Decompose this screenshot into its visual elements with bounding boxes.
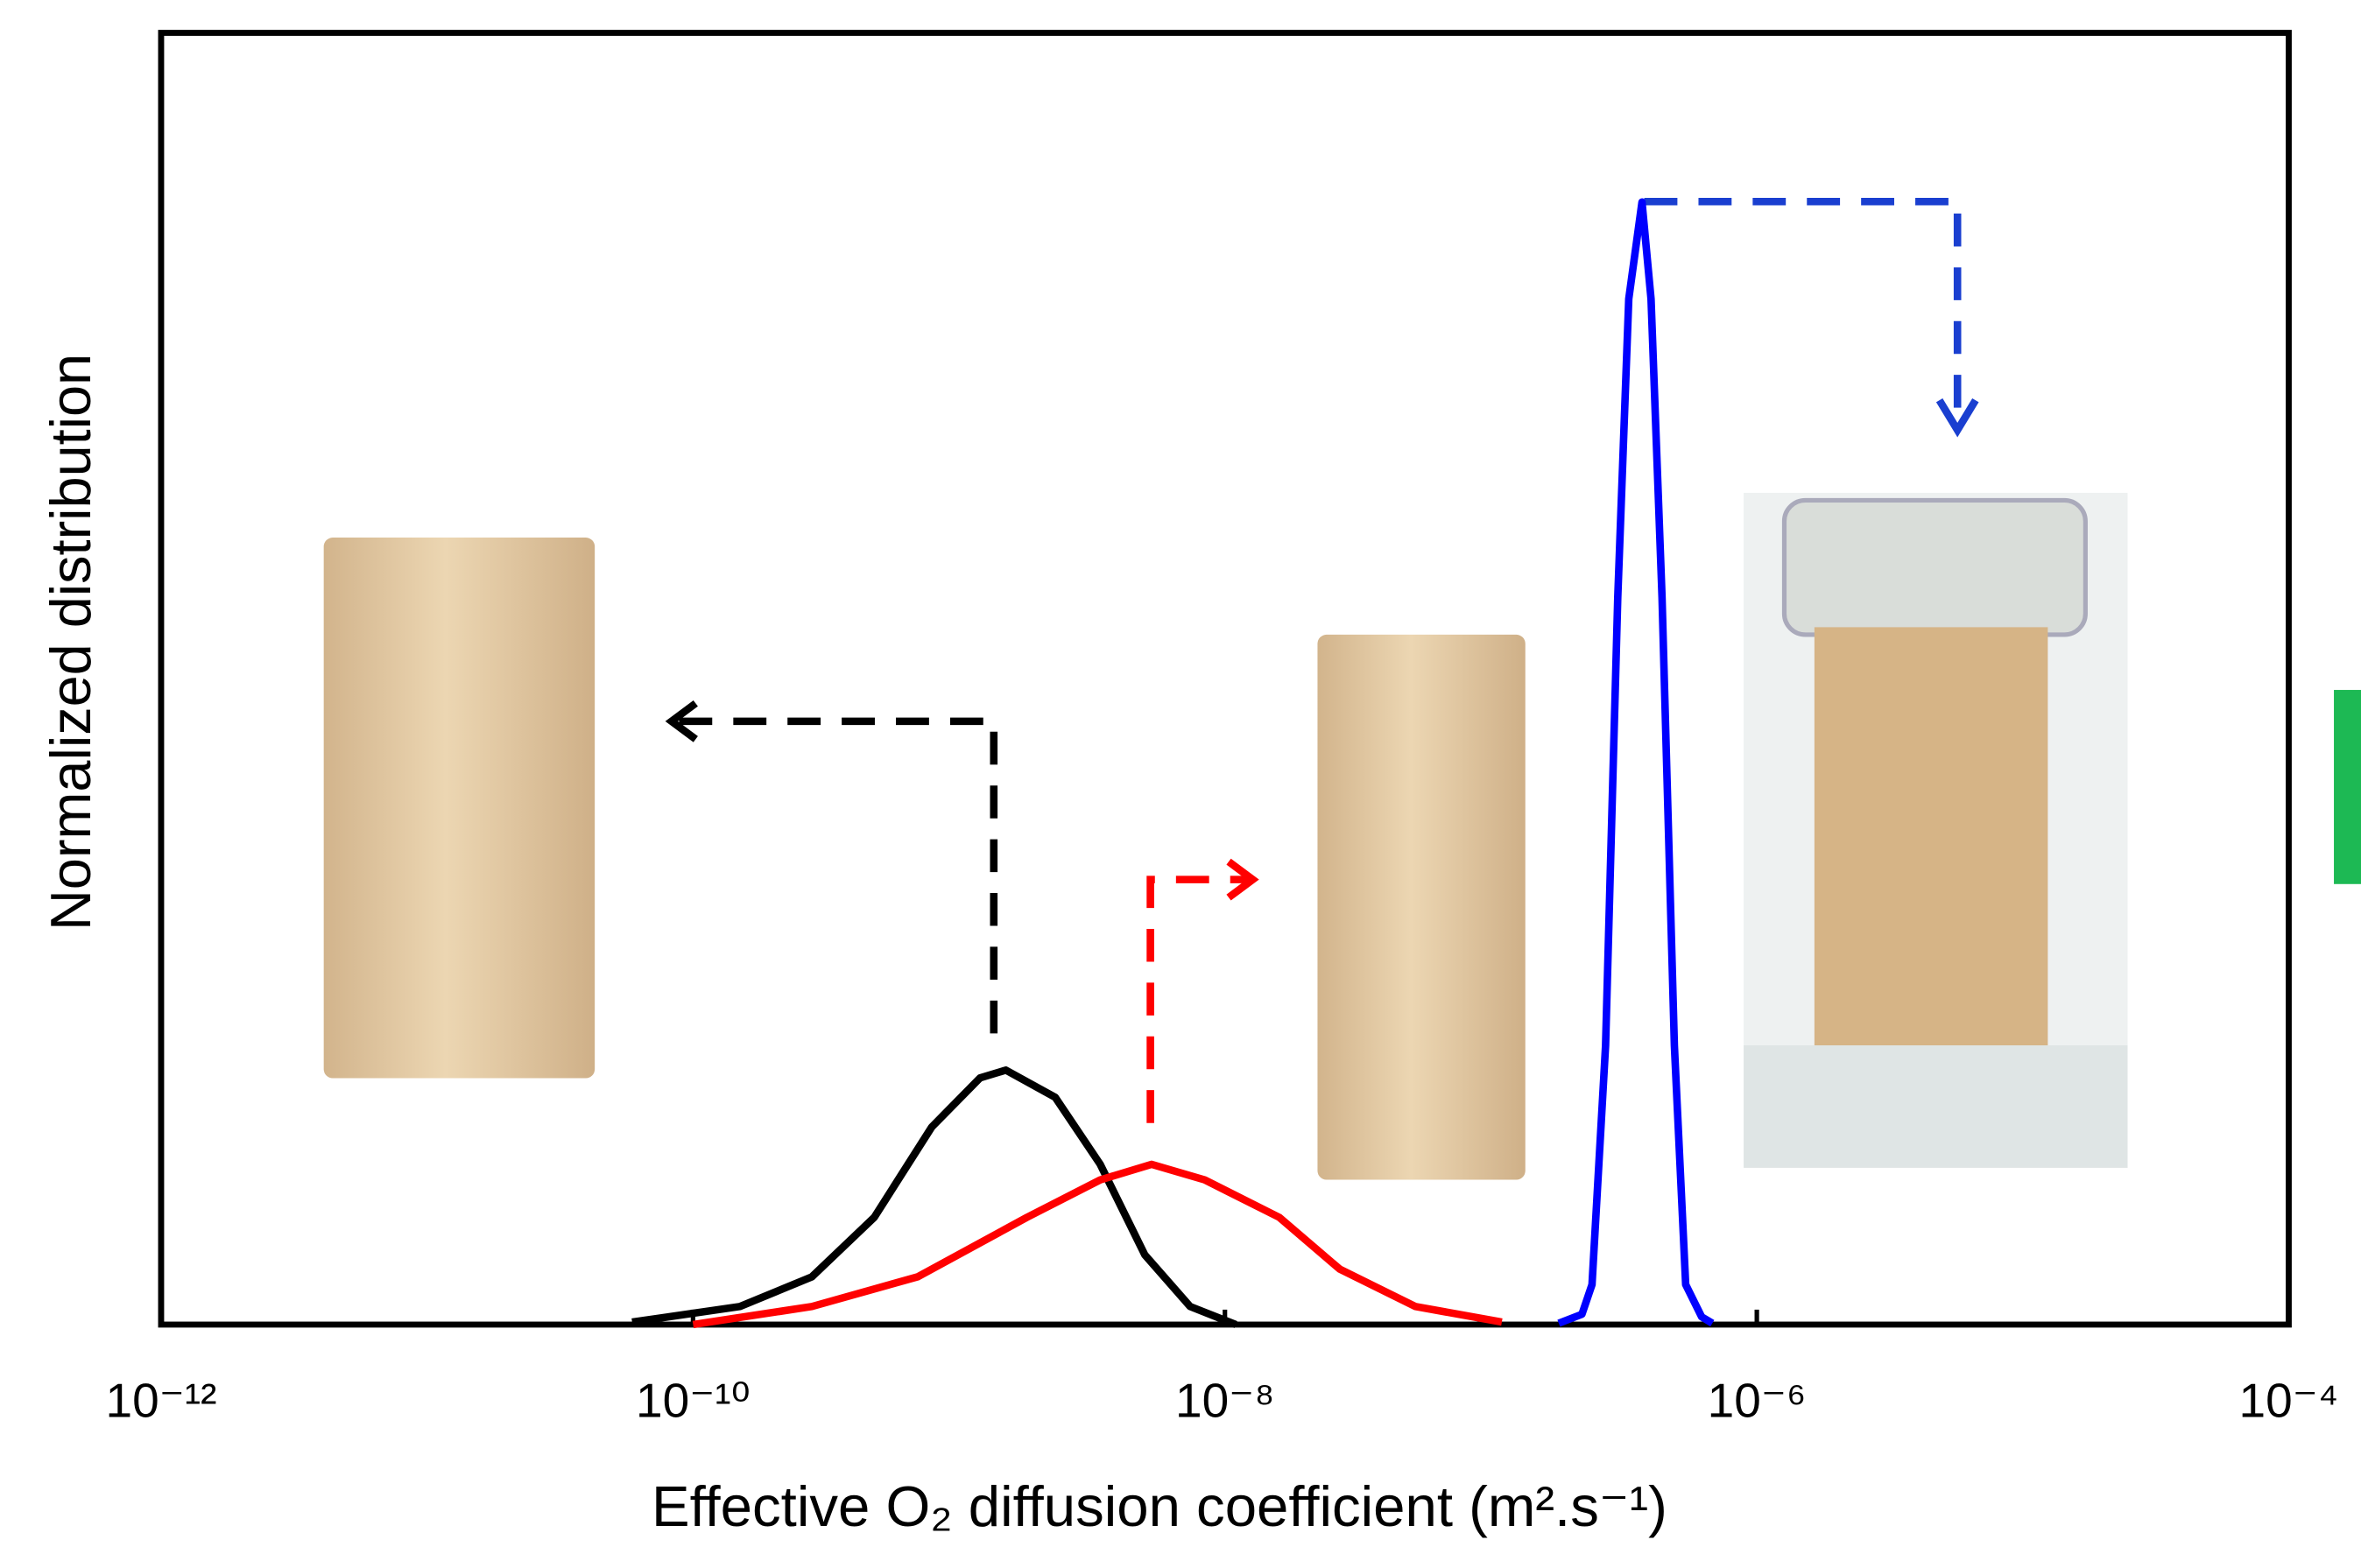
arrows	[674, 198, 1962, 1123]
x-tick-label: 10⁻⁶	[1708, 1374, 1807, 1428]
series-line	[692, 1160, 1503, 1329]
x-tick-label: 10⁻⁴	[2239, 1374, 2339, 1428]
plot-frame	[158, 30, 2292, 1328]
cork-image	[1317, 634, 1526, 1180]
x-tick-label: 10⁻¹²	[106, 1374, 217, 1428]
x-axis-title: Effective O₂ diffusion coefficient (m².s…	[652, 1474, 1667, 1538]
series-line	[1557, 198, 1715, 1327]
side-marker	[2334, 690, 2361, 884]
series-line	[631, 1066, 1237, 1328]
x-tick-label: 10⁻⁸	[1175, 1374, 1274, 1428]
cork-image	[323, 538, 596, 1079]
x-tick-label: 10⁻¹⁰	[636, 1374, 751, 1428]
arrow-heads	[665, 397, 1979, 901]
bottle-image	[1744, 492, 2128, 1168]
y-axis-title: Normalized distribution	[39, 354, 102, 931]
